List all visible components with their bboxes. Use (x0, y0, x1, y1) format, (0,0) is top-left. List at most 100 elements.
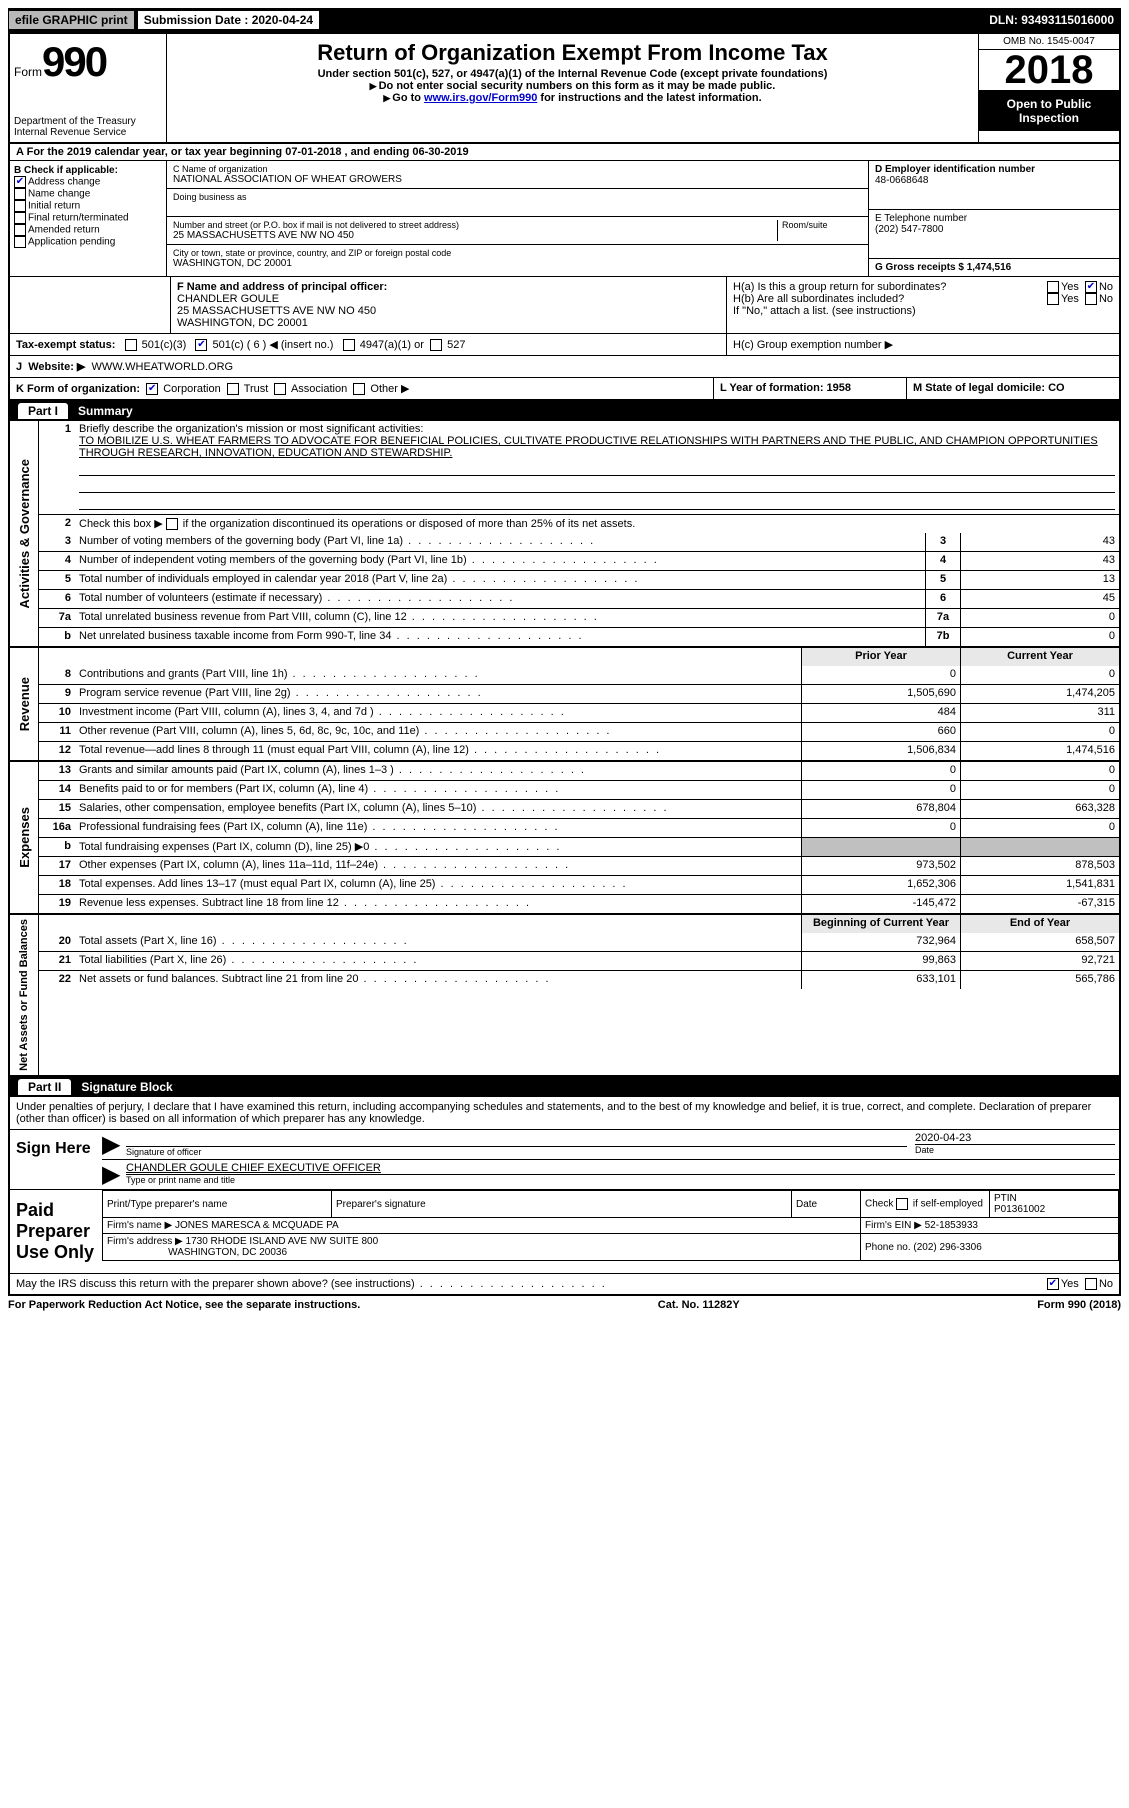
cat-no: Cat. No. 11282Y (658, 1299, 740, 1311)
block-i: Tax-exempt status: 501(c)(3) 501(c) ( 6 … (10, 334, 727, 355)
form-title: Return of Organization Exempt From Incom… (171, 40, 974, 66)
header-mid: Return of Organization Exempt From Incom… (167, 34, 979, 142)
officer-addr1: 25 MASSACHUSETTS AVE NW NO 450 (177, 305, 720, 317)
side-net-label: Net Assets or Fund Balances (16, 915, 32, 1075)
ptin: P01361002 (994, 1204, 1045, 1215)
sign-here-block: Sign Here ▶ Signature of officer 2020-04… (10, 1130, 1119, 1190)
row-desc: Total number of individuals employed in … (75, 571, 925, 589)
check-amended[interactable] (14, 224, 26, 236)
form-outer: Form990 Department of the Treasury Inter… (8, 32, 1121, 1296)
hb-no[interactable] (1085, 293, 1097, 305)
check-initial[interactable] (14, 200, 26, 212)
row-prior: 1,505,690 (801, 685, 960, 703)
row-desc: Number of voting members of the governin… (75, 533, 925, 551)
org-name: NATIONAL ASSOCIATION OF WHEAT GROWERS (173, 174, 862, 185)
row-current (960, 838, 1119, 856)
row-current: 1,474,516 (960, 742, 1119, 760)
row-fh: F Name and address of principal officer:… (10, 277, 1119, 334)
check-assoc[interactable] (274, 383, 286, 395)
row-num: 7a (39, 609, 75, 627)
line1-label: Briefly describe the organization's miss… (79, 423, 423, 435)
k-label: K Form of organization: (16, 383, 140, 395)
note-goto-pre: Go to (392, 92, 424, 104)
phone-label: Phone no. (865, 1242, 911, 1253)
discuss-no[interactable] (1085, 1278, 1097, 1290)
check-self: Check if self-employed (861, 1191, 990, 1218)
row-current: 878,503 (960, 857, 1119, 875)
prep-sig-label: Preparer's signature (332, 1191, 792, 1218)
paid-preparer-block: Paid Preparer Use Only Print/Type prepar… (10, 1190, 1119, 1274)
discuss-yes[interactable] (1047, 1278, 1059, 1290)
row-current: 565,786 (960, 971, 1119, 989)
check-final[interactable] (14, 212, 26, 224)
efile-button[interactable]: efile GRAPHIC print (9, 11, 134, 29)
check-self-employed[interactable] (896, 1198, 908, 1210)
row-desc: Net unrelated business taxable income fr… (75, 628, 925, 646)
row-desc: Total number of volunteers (estimate if … (75, 590, 925, 608)
line2: Check this box ▶ if the organization dis… (75, 515, 1119, 533)
check-501c[interactable] (195, 339, 207, 351)
hb-yes[interactable] (1047, 293, 1059, 305)
check-address-change[interactable] (14, 176, 26, 188)
check-discontinued[interactable] (166, 518, 178, 530)
j-label: Website: ▶ (28, 361, 85, 373)
check-pending[interactable] (14, 236, 26, 248)
firm-ein: 52-1853933 (925, 1220, 978, 1231)
hdr-boy: Beginning of Current Year (801, 915, 960, 933)
row-num: 22 (39, 971, 75, 989)
ha-yes[interactable] (1047, 281, 1059, 293)
row-prior: 484 (801, 704, 960, 722)
tax-year: 2018 (979, 50, 1119, 91)
check-name-change[interactable] (14, 188, 26, 200)
label-501c: 501(c) ( 6 ) ◀ (insert no.) (213, 339, 334, 351)
row-desc: Investment income (Part VIII, column (A)… (75, 704, 801, 722)
department: Department of the Treasury Internal Reve… (14, 116, 162, 138)
row-current: 0 (960, 819, 1119, 837)
row-prior: 0 (801, 762, 960, 780)
row-desc: Revenue less expenses. Subtract line 18 … (75, 895, 801, 913)
section-ag: Activities & Governance 1 Briefly descri… (10, 421, 1119, 648)
check-corp[interactable] (146, 383, 158, 395)
ha-no[interactable] (1085, 281, 1097, 293)
firm-addr1: 1730 RHODE ISLAND AVE NW SUITE 800 (186, 1236, 379, 1247)
part1-header: Part I Summary (10, 401, 1119, 421)
row-current: 0 (960, 723, 1119, 741)
row-desc: Total liabilities (Part X, line 26) (75, 952, 801, 970)
check-4947[interactable] (343, 339, 355, 351)
block-k: K Form of organization: Corporation Trus… (10, 378, 714, 399)
block-bcdefg: B Check if applicable: Address change Na… (10, 161, 1119, 277)
website[interactable]: WWW.WHEATWORLD.ORG (92, 361, 234, 373)
i-label: Tax-exempt status: (16, 339, 115, 351)
d-label: D Employer identification number (875, 164, 1035, 175)
row-val: 43 (960, 552, 1119, 570)
label-initial: Initial return (28, 201, 80, 212)
sig-officer-label: Signature of officer (126, 1146, 907, 1157)
row-num: b (39, 838, 75, 856)
section-expenses: Expenses 13Grants and similar amounts pa… (10, 762, 1119, 915)
check-trust[interactable] (227, 383, 239, 395)
side-rev-label: Revenue (15, 673, 34, 735)
check-527[interactable] (430, 339, 442, 351)
dba-label: Doing business as (173, 192, 862, 202)
form-number: 990 (42, 38, 106, 85)
row-val: 0 (960, 609, 1119, 627)
ag-row: 3Number of voting members of the governi… (39, 533, 1119, 551)
row-num: 21 (39, 952, 75, 970)
check-501c3[interactable] (125, 339, 137, 351)
check-self-post: if self-employed (910, 1199, 983, 1210)
hb-label: H(b) Are all subordinates included? (733, 293, 1047, 305)
data-row: 10Investment income (Part VIII, column (… (39, 703, 1119, 722)
firm-ein-label: Firm's EIN ▶ (865, 1220, 922, 1231)
label-address-change: Address change (28, 177, 100, 188)
row-box: 5 (925, 571, 960, 589)
row-num: 17 (39, 857, 75, 875)
hdr-current: Current Year (960, 648, 1119, 666)
irs-link[interactable]: www.irs.gov/Form990 (424, 92, 537, 104)
check-other[interactable] (353, 383, 365, 395)
form-subtitle: Under section 501(c), 527, or 4947(a)(1)… (171, 68, 974, 80)
side-exp-label: Expenses (15, 803, 34, 872)
row-prior: 0 (801, 781, 960, 799)
part2-title: Signature Block (81, 1080, 172, 1094)
row-desc: Total expenses. Add lines 13–17 (must eq… (75, 876, 801, 894)
side-exp: Expenses (10, 762, 39, 913)
